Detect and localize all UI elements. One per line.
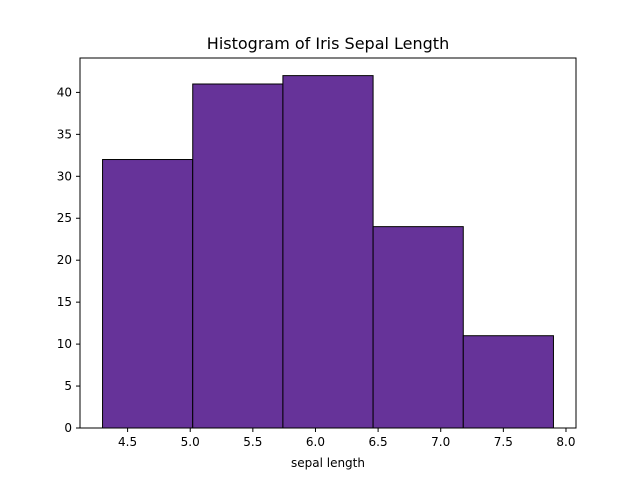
x-tick-label: 6.0 bbox=[306, 435, 325, 449]
x-tick-label: 4.5 bbox=[118, 435, 137, 449]
x-tick-label: 5.5 bbox=[243, 435, 262, 449]
x-axis-label: sepal length bbox=[291, 456, 365, 470]
plot-frame bbox=[79, 57, 577, 429]
y-tick-label: 40 bbox=[57, 85, 72, 99]
histogram-bar-2 bbox=[192, 83, 284, 429]
y-tick-label: 0 bbox=[64, 421, 72, 435]
y-tick-label: 10 bbox=[57, 337, 72, 351]
y-tick-label: 5 bbox=[64, 379, 72, 393]
chart-title: Histogram of Iris Sepal Length bbox=[207, 34, 449, 53]
histogram-bar-4 bbox=[372, 226, 464, 429]
y-tick-label: 25 bbox=[57, 211, 72, 225]
x-tick-label: 5.0 bbox=[181, 435, 200, 449]
y-tick-label: 15 bbox=[57, 295, 72, 309]
x-tick-label: 8.0 bbox=[556, 435, 575, 449]
x-axis: 4.5 5.0 5.5 6.0 6.5 7.0 7.5 8.0 bbox=[118, 428, 576, 449]
histogram-bar-3 bbox=[282, 75, 374, 429]
x-tick-label: 6.5 bbox=[369, 435, 388, 449]
histogram-bar-5 bbox=[462, 335, 554, 429]
y-tick-label: 30 bbox=[57, 169, 72, 183]
x-tick-label: 7.5 bbox=[494, 435, 513, 449]
y-axis: 0 5 10 15 20 25 30 35 40 bbox=[57, 85, 80, 435]
x-tick-label: 7.0 bbox=[431, 435, 450, 449]
bars-group bbox=[102, 75, 554, 429]
y-tick-label: 35 bbox=[57, 127, 72, 141]
y-tick-label: 20 bbox=[57, 253, 72, 267]
histogram-bar-1 bbox=[102, 159, 194, 429]
